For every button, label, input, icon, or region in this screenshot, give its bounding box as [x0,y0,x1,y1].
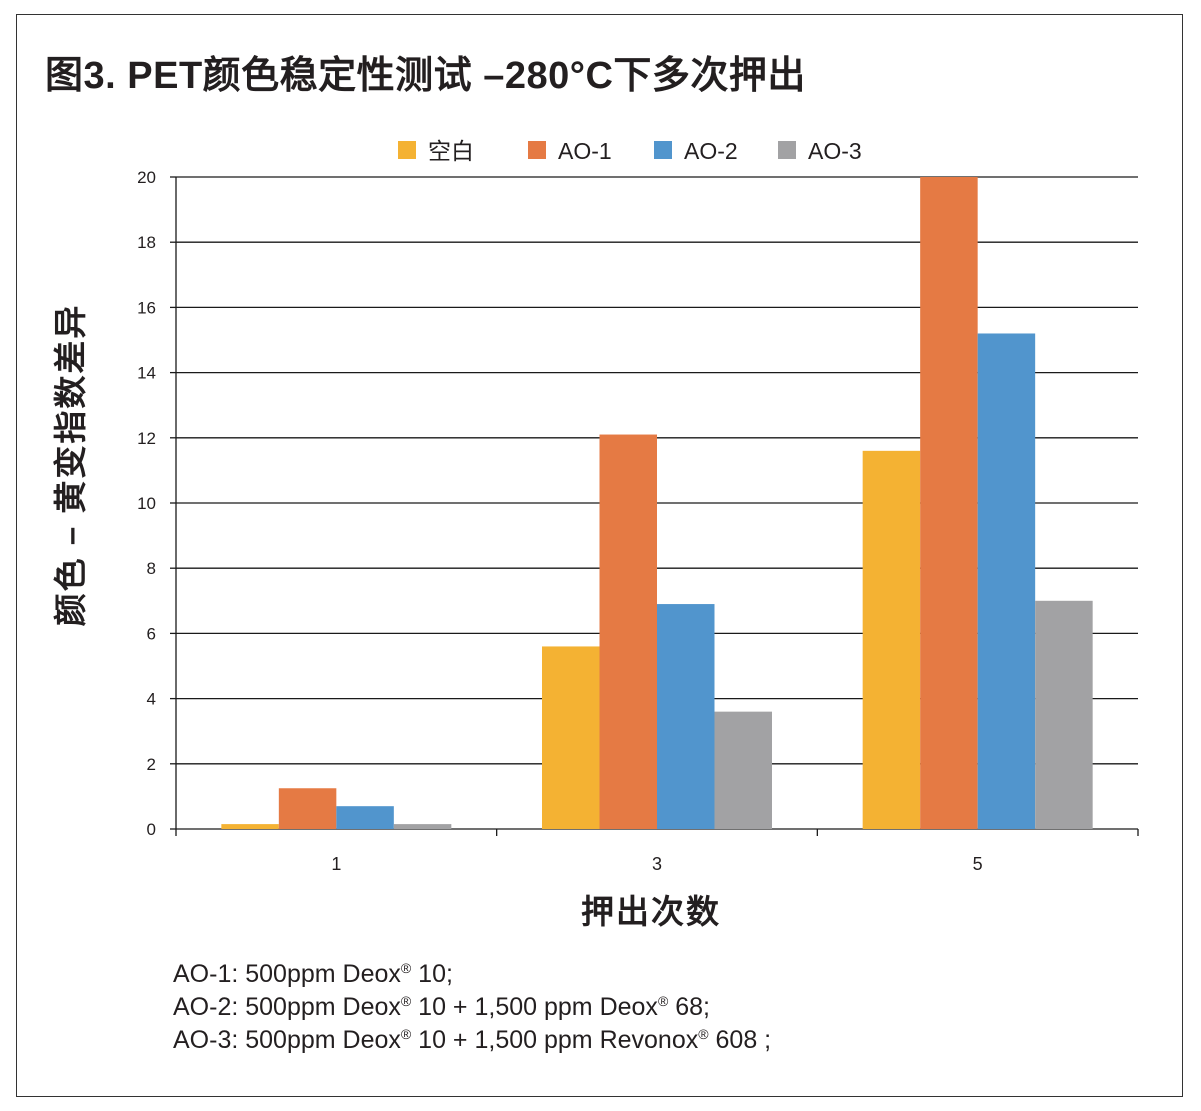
footnote-text: 10; [411,960,453,988]
y-tick-label: 16 [137,298,156,317]
y-tick-label: 12 [137,429,156,448]
registered-mark: ® [698,1026,709,1042]
legend-label: 空白 [428,138,474,164]
y-tick-label: 18 [137,233,156,252]
footnote-text: 68; [668,993,710,1021]
footnote-text: AO-1: 500ppm Deox [173,960,401,988]
bar [977,333,1036,829]
y-tick-label: 8 [147,559,156,578]
footnote-ao1: AO-1: 500ppm Deox® 10; [173,958,771,991]
chart-title: 图3. PET颜色稳定性测试 –280°C下多次押出 [45,55,806,97]
registered-mark: ® [400,960,412,976]
y-tick-label: 10 [137,494,156,513]
footnote-text: AO-3: 500ppm Deox [173,1026,401,1054]
y-tick-label: 6 [147,624,156,643]
legend-swatch [654,141,672,159]
bar [599,434,657,829]
bar [657,604,715,829]
x-tick-label: 1 [331,854,341,874]
legend-swatch [398,141,416,159]
legend-label: AO-1 [558,138,612,164]
y-tick-label: 14 [137,364,156,383]
footnote-text: 608 ; [708,1026,772,1054]
bar [278,788,337,829]
bar [221,824,279,829]
legend-label: AO-2 [684,138,738,164]
legend-swatch [778,141,796,159]
bar [862,450,921,829]
y-tick-label: 20 [137,168,156,187]
footnote-ao3: AO-3: 500ppm Deox® 10 + 1,500 ppm Revono… [173,1024,771,1057]
registered-mark: ® [657,993,669,1009]
y-tick-label: 2 [147,755,156,774]
legend-swatch [528,141,546,159]
legend-label: AO-3 [808,138,862,164]
bar [542,646,600,829]
footnote-text: 10 + 1,500 ppm Deox [411,993,658,1021]
footnote-text: 10 + 1,500 ppm Revonox [411,1026,699,1054]
y-tick-label: 0 [147,820,156,839]
registered-mark: ® [400,993,412,1009]
bar [920,177,978,829]
x-tick-label: 5 [973,854,983,874]
bar [393,824,452,829]
x-tick-label: 3 [652,854,662,874]
y-tick-label: 4 [147,690,156,709]
registered-mark: ® [400,1026,412,1042]
x-axis-label: 押出次数 [581,893,721,930]
footnote-text: AO-2: 500ppm Deox [173,993,401,1021]
bar [1035,600,1093,829]
bar [336,806,394,829]
footnotes: AO-1: 500ppm Deox® 10; AO-2: 500ppm Deox… [173,958,771,1057]
bar [714,711,772,829]
footnote-ao2: AO-2: 500ppm Deox® 10 + 1,500 ppm Deox® … [173,991,771,1024]
